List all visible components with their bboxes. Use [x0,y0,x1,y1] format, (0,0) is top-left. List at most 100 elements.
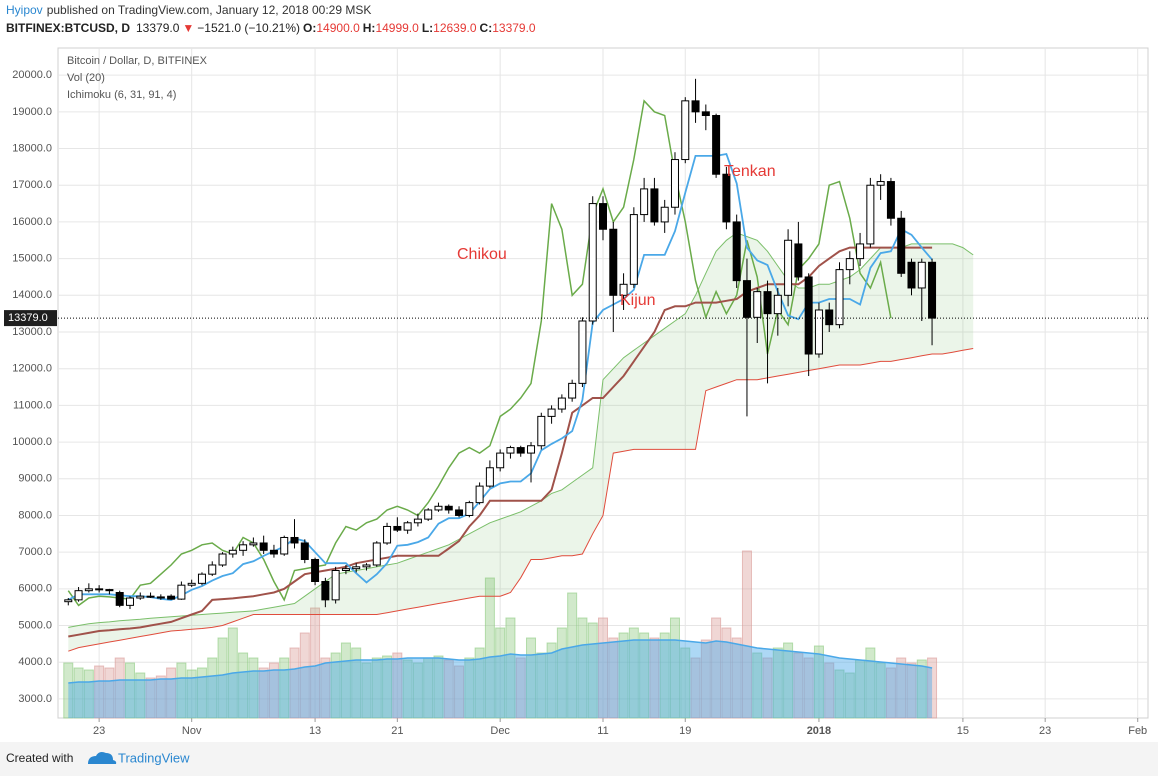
candle-body [84,588,93,592]
volume-ma-area [68,640,933,718]
volume-bar [865,647,876,719]
quote-line: BITFINEX:BTCUSD, D 13379.0 ▼ −1521.0 (−10.2… [6,21,536,35]
volume-bar [145,677,156,719]
candle-body [136,595,145,599]
volume-bar [166,667,177,719]
brand[interactable]: TradingView [118,750,190,765]
volume-bar [392,652,403,719]
y-tick-label: 8000.0 [18,509,52,521]
candle-body [444,505,453,511]
candle-body [516,447,525,454]
y-tick-label: 9000.0 [18,473,52,485]
candle-body [568,382,577,399]
ohlc-value: 12639.0 [433,21,477,35]
y-tick-label: 20000.0 [12,69,52,81]
last: 13379.0 [136,21,180,35]
candle-body [876,181,885,186]
y-tick-label: 14000.0 [12,289,52,301]
volume-bar [340,642,351,719]
volume-bar [83,669,94,719]
volume-bar [793,652,804,719]
volume-bar [639,632,650,719]
volume-bar [402,659,413,719]
candle-body [228,549,237,555]
volume-bar [433,655,444,719]
y-tick-label: 16000.0 [12,216,52,228]
last-price-label: 13379.0 [8,312,48,324]
volume-bar [135,672,146,719]
candle-body [784,239,793,296]
candle-body [897,217,906,274]
candle-body [527,445,536,454]
volume-bar [484,577,495,719]
candle-body [475,485,484,504]
candle-body [804,276,813,355]
volume-bar [762,657,773,719]
volume-bar [546,642,557,719]
volume-bar [628,627,639,719]
ohlc-value: 13379.0 [492,21,536,35]
x-tick-label: 23 [93,725,105,737]
volume-bar [454,665,465,719]
volume-bar [299,632,310,719]
volume-bar [618,632,629,719]
candle-body [866,184,875,245]
volume-bar [196,667,207,719]
volume-bar [690,657,701,719]
x-tick-label: 2018 [807,725,831,737]
candle-body [773,294,782,315]
y-tick-label: 11000.0 [13,399,52,411]
candle-body [588,203,597,322]
volume-bar [700,639,711,719]
candle-body [814,309,823,355]
candle-body [886,181,895,219]
volume-bar [63,662,74,719]
ohlc-label: O: [303,21,316,35]
candle-body [660,206,669,223]
x-tick-label: Dec [490,725,510,737]
candle-body [619,283,628,296]
brand-logo[interactable] [88,752,117,764]
volume-bar [896,657,907,719]
span-a-line [68,232,974,628]
volume-bar [608,637,619,719]
candle-body [650,188,659,223]
volume-bar [73,667,84,719]
candle-body [300,542,309,560]
candle-body [609,228,618,296]
candle-body [167,595,176,600]
candle-body [218,553,227,566]
volume-bar [310,607,321,719]
last-price-box [4,310,57,327]
candle-body [125,597,134,606]
author[interactable]: Hyipov [6,3,43,17]
candle-body [290,536,299,544]
candle-body [753,291,762,318]
volume-bar [268,662,279,719]
published: published on TradingView.com, January 12… [47,3,372,17]
span-b-line [68,348,974,652]
volume-bar [577,617,588,719]
ohlc-value: 14900.0 [316,21,360,35]
volume-bar [669,617,680,719]
volume-bar [238,652,249,719]
volume-bar [443,659,454,719]
footer-band [0,742,1158,776]
change: −1521.0 (−10.21%) [197,21,300,35]
volume-bar [248,657,259,719]
y-tick-label: 19000.0 [12,106,52,118]
candle-body [681,100,690,161]
x-tick-label: Nov [182,725,202,737]
candle-body [187,582,196,586]
volume-bar [351,647,362,719]
volume-bar [371,657,382,719]
candle-body [578,320,587,384]
candle-body [280,536,289,555]
footer-text: Created with [6,751,73,765]
volume-bar [289,647,300,719]
volume-bar [803,657,814,719]
candle-body [712,115,721,175]
candle-body [434,505,443,511]
